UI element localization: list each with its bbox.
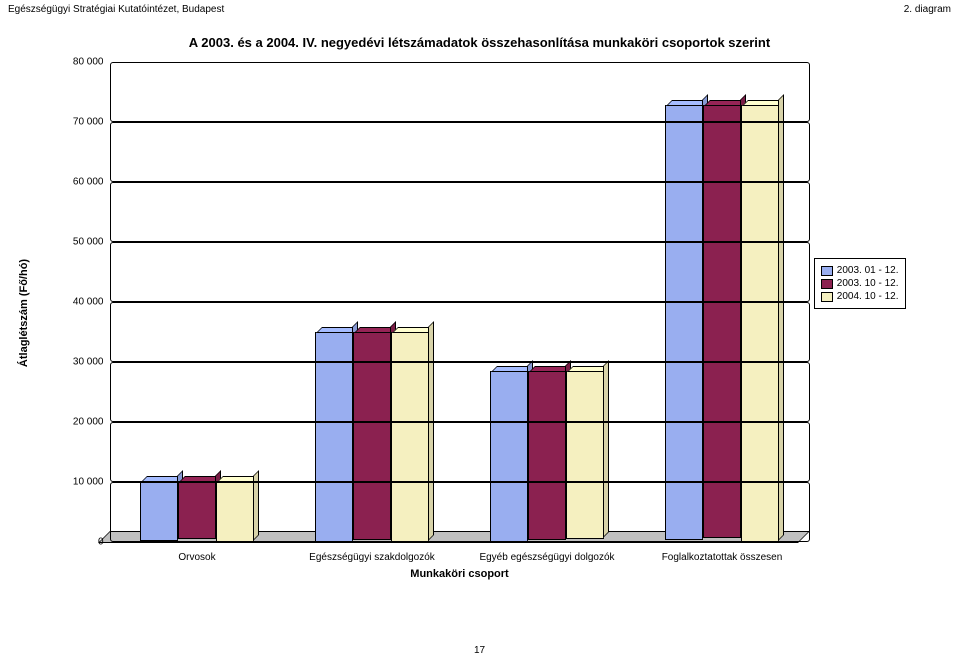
y-tick-label: 70 000 (73, 117, 104, 128)
legend-label: 2004. 10 - 12. (837, 291, 899, 302)
page-number: 17 (0, 645, 959, 656)
x-tick-label: Orvosok (110, 552, 285, 563)
legend-swatch (821, 266, 833, 276)
y-tick-label: 80 000 (73, 57, 104, 68)
legend-label: 2003. 01 - 12. (837, 265, 899, 276)
y-tick-label: 30 000 (73, 357, 104, 368)
x-labels: OrvosokEgészségügyi szakdolgozókEgyéb eg… (110, 552, 810, 563)
legend-swatch (821, 279, 833, 289)
y-tick-label: 50 000 (73, 237, 104, 248)
plot-region: 010 00020 00030 00040 00050 00060 00070 … (110, 62, 810, 542)
y-tick-label: 20 000 (73, 417, 104, 428)
grid-segment (110, 182, 810, 242)
legend-label: 2003. 10 - 12. (837, 278, 899, 289)
header-left: Egészségügyi Stratégiai Kutatóintézet, B… (8, 4, 224, 15)
x-tick-label: Egészségügyi szakdolgozók (285, 552, 460, 563)
legend: 2003. 01 - 12. 2003. 10 - 12. 2004. 10 - 1… (814, 258, 906, 309)
grid-segment (110, 302, 810, 362)
grid-segment (110, 482, 810, 542)
x-tick-label: Egyéb egészségügyi dolgozók (460, 552, 635, 563)
chart-title: A 2003. és a 2004. IV. negyedévi létszám… (0, 35, 959, 50)
grid-segment (110, 62, 810, 122)
legend-item: 2004. 10 - 12. (821, 291, 899, 302)
header-right: 2. diagram (904, 4, 951, 15)
chart-area: Átlaglétszám (Fő/hó) 010 00020 00030 000… (50, 58, 910, 568)
y-tick-label: 60 000 (73, 177, 104, 188)
y-tick-label: 10 000 (73, 477, 104, 488)
y-tick-label: 0 (98, 537, 104, 548)
grid-segment (110, 362, 810, 422)
x-axis-title: Munkaköri csoport (110, 568, 810, 580)
y-axis-label: Átlaglétszám (Fő/hó) (18, 259, 30, 367)
x-tick-label: Foglalkoztatottak összesen (635, 552, 810, 563)
legend-swatch (821, 292, 833, 302)
grid-segment (110, 122, 810, 182)
y-tick-label: 40 000 (73, 297, 104, 308)
grid-segment (110, 422, 810, 482)
legend-item: 2003. 10 - 12. (821, 278, 899, 289)
grid-segment (110, 242, 810, 302)
legend-item: 2003. 01 - 12. (821, 265, 899, 276)
